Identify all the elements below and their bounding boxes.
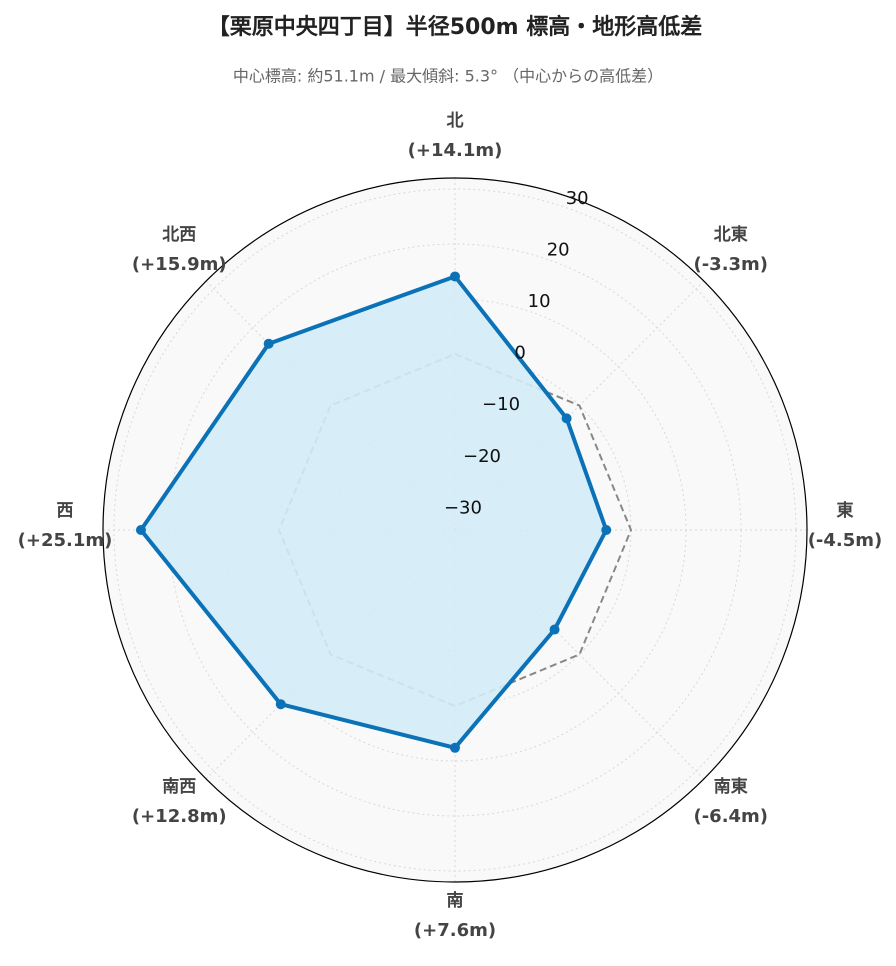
- data-point: [561, 413, 572, 424]
- radial-tick-label: −10: [482, 394, 520, 415]
- radial-tick-label: 20: [547, 239, 570, 260]
- data-point: [450, 271, 460, 282]
- plot-border: [102, 177, 808, 883]
- value-label: (-4.5m): [808, 530, 883, 551]
- category-label: 南: [447, 890, 464, 911]
- category-label: 西: [57, 501, 74, 521]
- radial-tick-label: 0: [514, 343, 525, 364]
- radial-tick-label: 10: [528, 291, 551, 312]
- value-label: (+14.1m): [408, 140, 503, 161]
- value-label: (-3.3m): [693, 254, 768, 275]
- data-point: [450, 742, 460, 753]
- value-label: (+15.9m): [132, 254, 227, 275]
- reference-line: [277, 352, 633, 708]
- data-point: [549, 624, 560, 635]
- category-label: 南東: [714, 776, 748, 797]
- radial-tick-label: −30: [444, 497, 482, 518]
- data-point: [601, 525, 612, 535]
- radial-tick-label: 30: [566, 188, 589, 209]
- value-label: (+25.1m): [18, 530, 113, 551]
- data-point: [135, 525, 146, 535]
- radial-tick-label: −20: [463, 446, 501, 467]
- chart-title: 【栗原中央四丁目】半径500m 標高・地形高低差: [208, 14, 703, 40]
- value-label: (+7.6m): [414, 920, 496, 941]
- category-label: 東: [837, 500, 854, 521]
- category-label: 南西: [162, 776, 196, 797]
- value-label: (-6.4m): [693, 806, 768, 827]
- chart-subtitle: 中心標高: 約51.1m / 最大傾斜: 5.3° （中心からの高低差）: [233, 67, 663, 86]
- value-label: (+12.8m): [132, 806, 227, 827]
- grid-spoke: [454, 529, 705, 780]
- category-label: 北東: [714, 224, 748, 245]
- category-label: 北: [447, 111, 464, 131]
- data-point: [263, 338, 274, 349]
- category-label: 北西: [162, 225, 196, 245]
- data-point: [275, 699, 286, 710]
